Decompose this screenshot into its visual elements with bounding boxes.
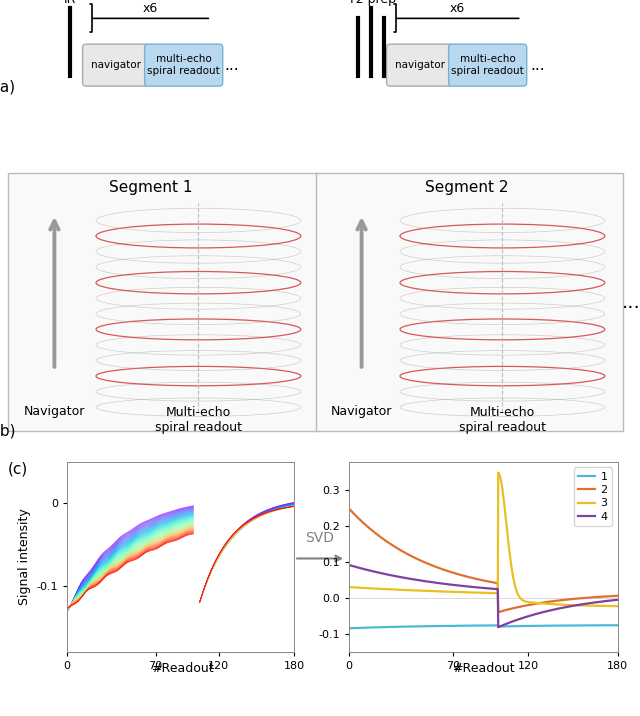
FancyBboxPatch shape: [145, 44, 223, 86]
Text: x6: x6: [143, 1, 158, 15]
Text: T2 prep: T2 prep: [349, 0, 397, 6]
Text: navigator: navigator: [91, 60, 141, 70]
Text: Navigator: Navigator: [24, 405, 85, 418]
Text: (b): (b): [0, 424, 16, 439]
Text: multi-echo
spiral readout: multi-echo spiral readout: [451, 54, 524, 76]
Text: x6: x6: [450, 1, 465, 15]
Text: ...: ...: [225, 57, 239, 72]
Text: navigator: navigator: [395, 60, 445, 70]
Text: Segment 1: Segment 1: [109, 180, 192, 195]
Text: Navigator: Navigator: [331, 405, 392, 418]
Text: ...: ...: [531, 57, 545, 72]
Text: Segment 2: Segment 2: [426, 180, 509, 195]
FancyBboxPatch shape: [387, 44, 453, 86]
Bar: [8, 173, 623, 431]
Text: multi-echo
spiral readout: multi-echo spiral readout: [147, 54, 220, 76]
Y-axis label: Signal intensity: Signal intensity: [18, 508, 31, 605]
Text: (a): (a): [0, 79, 16, 94]
Text: #Readout: #Readout: [151, 662, 214, 674]
Text: IR: IR: [64, 0, 77, 6]
Text: Multi-echo
spiral readout: Multi-echo spiral readout: [459, 406, 546, 434]
Text: (c): (c): [8, 462, 28, 477]
Text: #Readout: #Readout: [452, 662, 515, 674]
Legend: 1, 2, 3, 4: 1, 2, 3, 4: [574, 468, 612, 526]
Text: SVD: SVD: [305, 531, 335, 545]
FancyBboxPatch shape: [449, 44, 527, 86]
FancyBboxPatch shape: [83, 44, 149, 86]
Text: ...: ...: [622, 293, 640, 312]
Text: Multi-echo
spiral readout: Multi-echo spiral readout: [155, 406, 242, 434]
